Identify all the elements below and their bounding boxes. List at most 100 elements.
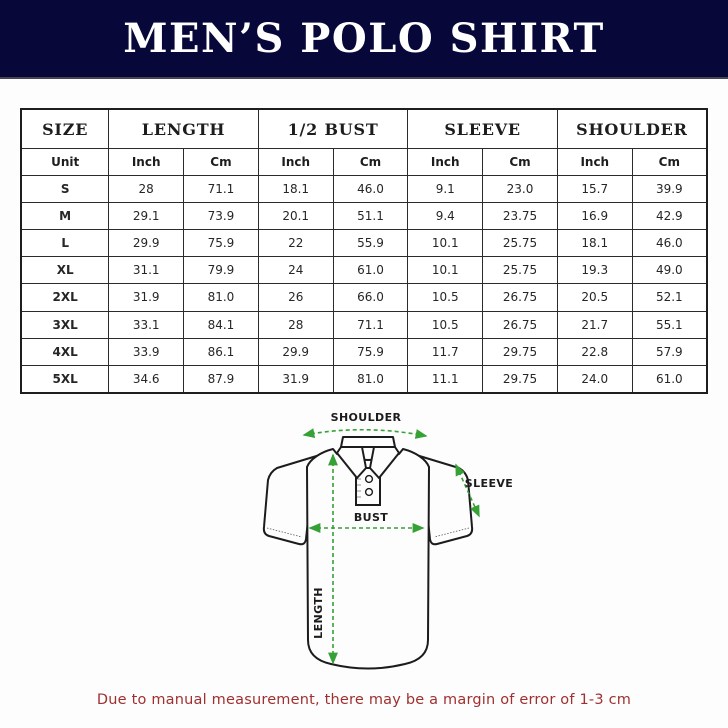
measure-cell: 10.5 (407, 283, 484, 312)
unit-cell: Cm (631, 148, 708, 176)
measure-cell: 31.9 (257, 364, 334, 394)
measure-cell: 28 (257, 310, 334, 339)
measure-cell: 21.7 (556, 310, 633, 339)
measure-cell: 10.1 (407, 229, 484, 258)
measure-cell: 26.75 (482, 310, 558, 339)
sleeve-label: SLEEVE (465, 477, 513, 490)
measure-cell: 20.5 (556, 283, 633, 312)
unit-cell: Cm (482, 148, 558, 176)
table-row: S 28 71.1 18.1 46.0 9.1 23.0 15.7 39.9 (20, 174, 708, 204)
polo-shirt-drawing: SHOULDER SLEEVE BUST LENGTH (262, 411, 513, 670)
measure-cell: 33.9 (108, 337, 185, 366)
sleeve-stitching (266, 527, 470, 538)
table-row: 3XL 33.1 84.1 28 71.1 10.5 26.75 21.7 55.1 (20, 310, 708, 339)
size-table-body: S 28 71.1 18.1 46.0 9.1 23.0 15.7 39.9 M 29.1 73.9 2… (20, 174, 708, 394)
measure-cell: 20.1 (257, 202, 334, 231)
size-label-cell: M (20, 202, 110, 231)
measure-cell: 87.9 (183, 364, 259, 394)
measure-cell: 22 (257, 229, 334, 258)
table-header-row: SIZE LENGTH 1/2 BUST SLEEVE SHOULDER (20, 108, 708, 149)
measure-cell: 11.7 (407, 337, 484, 366)
table-row: 2XL 31.9 81.0 26 66.0 10.5 26.75 20.5 52.1 (20, 283, 708, 312)
measure-cell: 26 (257, 283, 334, 312)
size-label-cell: 5XL (20, 364, 110, 394)
unit-cell: Inch (108, 148, 185, 176)
measure-cell: 61.0 (631, 364, 708, 394)
measure-cell: 71.1 (332, 310, 409, 339)
measure-cell: 34.6 (108, 364, 185, 394)
shoulder-arrow (302, 428, 428, 439)
col-header-sleeve: SLEEVE (407, 108, 558, 149)
table-row: XL 31.1 79.9 24 61.0 10.1 25.75 19.3 49.0 (20, 256, 708, 285)
button-icon (364, 487, 374, 497)
measure-cell: 18.1 (556, 229, 633, 258)
size-label-cell: S (20, 174, 110, 204)
unit-cell: Unit (20, 148, 110, 176)
col-header-length: LENGTH (108, 108, 259, 149)
measure-cell: 23.75 (482, 202, 558, 231)
measure-cell: 10.1 (407, 256, 484, 285)
measure-cell: 9.4 (407, 202, 484, 231)
measure-cell: 86.1 (183, 337, 259, 366)
unit-cell: Inch (257, 148, 334, 176)
bust-label: BUST (354, 511, 388, 524)
measure-cell: 29.1 (108, 202, 185, 231)
measure-cell: 29.75 (482, 337, 558, 366)
size-label-cell: XL (20, 256, 110, 285)
shirt-placket (355, 467, 381, 506)
measure-cell: 25.75 (482, 256, 558, 285)
measure-cell: 81.0 (332, 364, 409, 394)
unit-cell: Inch (407, 148, 484, 176)
measure-cell: 10.5 (407, 310, 484, 339)
title-banner: MEN’S POLO SHIRT (0, 0, 728, 79)
table-row: L 29.9 75.9 22 55.9 10.1 25.75 18.1 46.0 (20, 229, 708, 258)
measure-cell: 51.1 (332, 202, 409, 231)
polo-shirt-diagram: SHOULDER SLEEVE BUST LENGTH (212, 398, 522, 690)
measure-cell: 33.1 (108, 310, 185, 339)
measure-cell: 28 (108, 174, 185, 204)
measure-cell: 57.9 (631, 337, 708, 366)
measure-cell: 29.75 (482, 364, 558, 394)
sleeve-arrow (455, 463, 480, 518)
measure-cell: 18.1 (257, 174, 334, 204)
measure-cell: 84.1 (183, 310, 259, 339)
measure-cell: 55.1 (631, 310, 708, 339)
measure-cell: 9.1 (407, 174, 484, 204)
length-label: LENGTH (312, 587, 325, 639)
measure-cell: 24.0 (556, 364, 633, 394)
table-row: 5XL 34.6 87.9 31.9 81.0 11.1 29.75 24.0 61.0 (20, 364, 708, 394)
table-row: M 29.1 73.9 20.1 51.1 9.4 23.75 16.9 42.9 (20, 202, 708, 231)
col-header-halfbust: 1/2 BUST (257, 108, 409, 149)
measure-cell: 11.1 (407, 364, 484, 394)
measurement-arrows (302, 428, 480, 665)
measure-cell: 81.0 (183, 283, 259, 312)
size-table: SIZE LENGTH 1/2 BUST SLEEVE SHOULDER Uni… (20, 108, 708, 394)
measure-cell: 29.9 (257, 337, 334, 366)
measure-cell: 73.9 (183, 202, 259, 231)
unit-cell: Cm (332, 148, 409, 176)
measure-cell: 42.9 (631, 202, 708, 231)
measure-cell: 46.0 (631, 229, 708, 258)
measure-cell: 25.75 (482, 229, 558, 258)
measure-cell: 52.1 (631, 283, 708, 312)
size-label-cell: 3XL (20, 310, 110, 339)
measure-cell: 49.0 (631, 256, 708, 285)
unit-cell: Cm (183, 148, 259, 176)
button-icon (364, 474, 374, 484)
measure-cell: 16.9 (556, 202, 633, 231)
shoulder-label: SHOULDER (331, 411, 402, 424)
unit-cell: Inch (556, 148, 633, 176)
measure-cell: 66.0 (332, 283, 409, 312)
measure-cell: 23.0 (482, 174, 558, 204)
measure-cell: 31.1 (108, 256, 185, 285)
measure-cell: 26.75 (482, 283, 558, 312)
size-label-cell: 4XL (20, 337, 110, 366)
measure-cell: 55.9 (332, 229, 409, 258)
measurement-disclaimer: Due to manual measurement, there may be … (96, 692, 632, 708)
shirt-collar (336, 436, 400, 479)
measure-cell: 79.9 (183, 256, 259, 285)
measure-cell: 39.9 (631, 174, 708, 204)
measure-cell: 46.0 (332, 174, 409, 204)
measure-cell: 24 (257, 256, 334, 285)
